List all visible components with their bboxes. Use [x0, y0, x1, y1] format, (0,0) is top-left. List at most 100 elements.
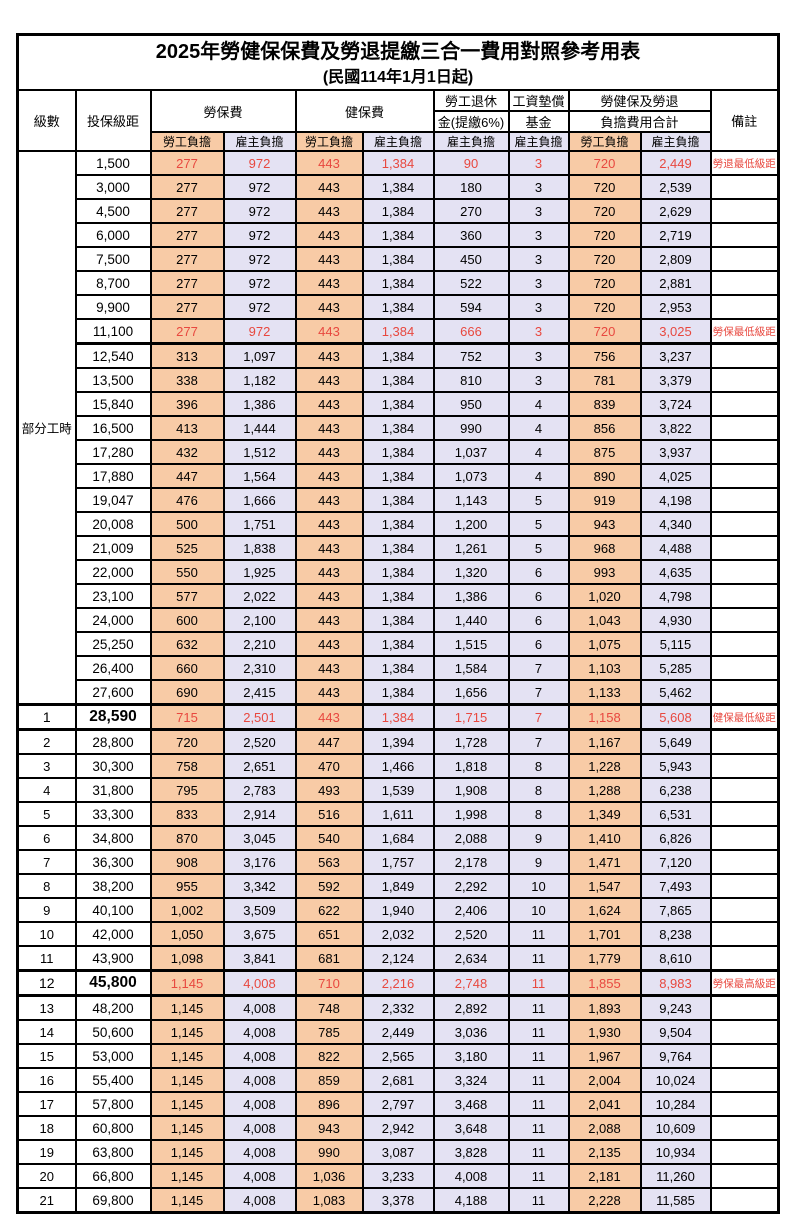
- labor-employer-cell: 1,666: [222, 487, 297, 513]
- wage-fund-employer-cell: 8: [507, 801, 570, 827]
- health-employee-cell: 592: [294, 873, 364, 899]
- remark-cell: [709, 897, 780, 923]
- labor-employer-cell: 4,008: [222, 1019, 297, 1045]
- pension-employer-cell: 1,584: [432, 655, 510, 681]
- total-employer-cell: 4,635: [639, 559, 712, 585]
- wage-fund-employer-cell: 10: [507, 897, 570, 923]
- wage-fund-employer-cell: 10: [507, 873, 570, 899]
- health-employer-cell: 1,384: [361, 631, 435, 657]
- health-employee-cell: 443: [294, 150, 364, 176]
- labor-employer-cell: 1,097: [222, 342, 297, 369]
- table-row: 16,500 413 1,444 443 1,384 990 4 856 3,822: [18, 415, 780, 441]
- table-row: 5 33,300 833 2,914 516 1,611 1,998 8 1,349 6,531: [16, 801, 780, 827]
- total-employer-cell: 6,238: [639, 777, 712, 803]
- health-employee-cell: 563: [294, 849, 364, 875]
- labor-employee-cell: 277: [149, 198, 225, 224]
- labor-employee-cell: 277: [149, 270, 225, 296]
- bracket-cell: 25,250: [74, 631, 152, 657]
- pension-employer-cell: 1,200: [432, 511, 510, 537]
- health-employee-cell: 443: [294, 198, 364, 224]
- total-employee-cell: 720: [567, 150, 642, 176]
- table-row: 13,500 338 1,182 443 1,384 810 3 781 3,379: [18, 367, 780, 393]
- table-row: 19 63,800 1,145 4,008 990 3,087 3,828 11 2,135 10…: [16, 1139, 780, 1165]
- bracket-cell: 21,009: [74, 535, 152, 561]
- total-employer-cell: 4,488: [639, 535, 712, 561]
- health-employer-cell: 1,611: [361, 801, 435, 827]
- remark-cell: [709, 535, 780, 561]
- total-employer-cell: 7,120: [639, 849, 712, 875]
- wage-fund-employer-cell: 6: [507, 583, 570, 609]
- remark-cell: [709, 391, 780, 417]
- pension-employer-cell: 4,188: [432, 1187, 510, 1214]
- table-row: 25,250 632 2,210 443 1,384 1,515 6 1,075 5,115: [18, 631, 780, 657]
- table-row: 21 69,800 1,145 4,008 1,083 3,378 4,188 11 2,228…: [16, 1187, 780, 1214]
- wage-fund-employer-cell: 8: [507, 753, 570, 779]
- group-header-pension-line1: 勞工退休: [432, 89, 510, 112]
- column-header-level: 級數: [16, 89, 77, 152]
- bracket-cell: 11,100: [74, 318, 152, 345]
- total-employee-cell: 781: [567, 367, 642, 393]
- remark-cell: [709, 174, 780, 200]
- bracket-cell: 31,800: [74, 777, 152, 803]
- labor-employee-cell: 600: [149, 607, 225, 633]
- remark-cell: [709, 753, 780, 779]
- subheader-total-employer: 雇主負擔: [639, 131, 712, 152]
- remark-cell: [709, 463, 780, 489]
- total-employee-cell: 875: [567, 439, 642, 465]
- health-employee-cell: 622: [294, 897, 364, 923]
- health-employee-cell: 443: [294, 535, 364, 561]
- bracket-cell: 33,300: [74, 801, 152, 827]
- labor-employee-cell: 1,145: [149, 1019, 225, 1045]
- column-header-remark: 備註: [709, 89, 780, 152]
- health-employee-cell: 681: [294, 945, 364, 972]
- total-employee-cell: 890: [567, 463, 642, 489]
- wage-fund-employer-cell: 11: [507, 1019, 570, 1045]
- table-row: 8 38,200 955 3,342 592 1,849 2,292 10 1,547 7,493: [16, 873, 780, 899]
- total-employee-cell: 968: [567, 535, 642, 561]
- labor-employer-cell: 972: [222, 222, 297, 248]
- labor-employee-cell: 525: [149, 535, 225, 561]
- level-cell: 5: [16, 801, 77, 827]
- table-row: 4 31,800 795 2,783 493 1,539 1,908 8 1,288 6,238: [16, 777, 780, 803]
- labor-employer-cell: 4,008: [222, 969, 297, 997]
- subheader-labor-employee: 勞工負擔: [149, 131, 225, 152]
- labor-employer-cell: 2,651: [222, 753, 297, 779]
- total-employee-cell: 1,967: [567, 1043, 642, 1069]
- page-title: 2025年勞健保保費及勞退提繳三合一費用對照參考用表: [155, 41, 641, 63]
- total-employer-cell: 2,719: [639, 222, 712, 248]
- subheader-pension-employer: 雇主負擔: [432, 131, 510, 152]
- health-employee-cell: 516: [294, 801, 364, 827]
- pension-employer-cell: 594: [432, 294, 510, 320]
- health-employer-cell: 1,384: [361, 150, 435, 176]
- labor-employee-cell: 277: [149, 294, 225, 320]
- subheader-labor-employer: 雇主負擔: [222, 131, 297, 152]
- bracket-cell: 50,600: [74, 1019, 152, 1045]
- health-employer-cell: 2,332: [361, 994, 435, 1021]
- labor-employee-cell: 1,002: [149, 897, 225, 923]
- labor-employer-cell: 3,342: [222, 873, 297, 899]
- total-employee-cell: 1,133: [567, 679, 642, 706]
- remark-cell: [709, 873, 780, 899]
- remark-cell: [709, 487, 780, 513]
- labor-employee-cell: 277: [149, 174, 225, 200]
- level-cell: 13: [16, 994, 77, 1021]
- pension-employer-cell: 950: [432, 391, 510, 417]
- health-employer-cell: 3,233: [361, 1163, 435, 1189]
- total-employee-cell: 1,288: [567, 777, 642, 803]
- health-employee-cell: 443: [294, 655, 364, 681]
- health-employer-cell: 2,797: [361, 1091, 435, 1117]
- labor-employee-cell: 277: [149, 150, 225, 176]
- remark-cell: [709, 1043, 780, 1069]
- labor-employer-cell: 2,310: [222, 655, 297, 681]
- health-employer-cell: 1,940: [361, 897, 435, 923]
- total-employer-cell: 2,953: [639, 294, 712, 320]
- labor-employer-cell: 3,176: [222, 849, 297, 875]
- pension-employer-cell: 270: [432, 198, 510, 224]
- total-employee-cell: 943: [567, 511, 642, 537]
- table-row: 12,540 313 1,097 443 1,384 752 3 756 3,237: [18, 342, 780, 369]
- health-employer-cell: 1,384: [361, 439, 435, 465]
- wage-fund-employer-cell: 11: [507, 994, 570, 1021]
- labor-employee-cell: 660: [149, 655, 225, 681]
- level-cell: 6: [16, 825, 77, 851]
- remark-cell: [709, 1139, 780, 1165]
